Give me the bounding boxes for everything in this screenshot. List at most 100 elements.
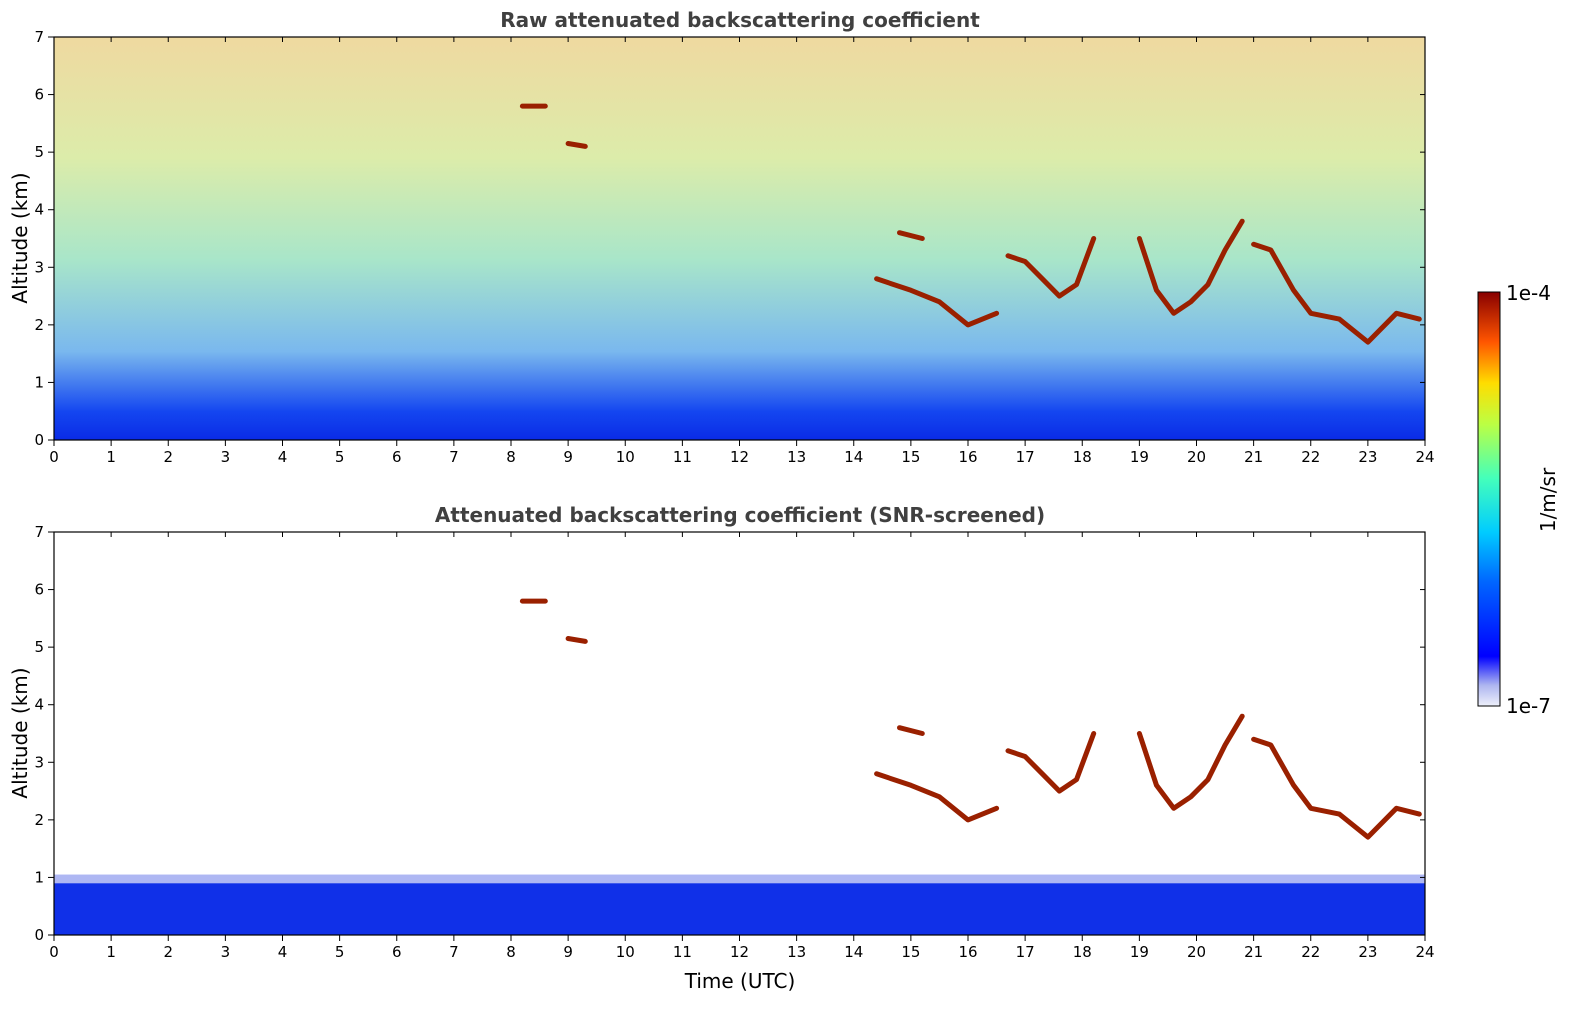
x-tick-label: 9 (563, 943, 573, 961)
x-tick-label: 22 (1301, 448, 1320, 466)
x-tick-label: 17 (1016, 943, 1035, 961)
x-tick-label: 11 (673, 943, 692, 961)
y-tick-label: 3 (34, 258, 44, 276)
x-tick-label: 23 (1358, 448, 1377, 466)
x-tick-label: 19 (1130, 943, 1149, 961)
x-tick-label: 15 (901, 943, 920, 961)
snr-screened-panel: 0 1 2 3 4 5 6 7 8 9 10 11 12 13 14 15 16 17 18 19 20 21 22 23 24… (8, 503, 1435, 993)
cloud-layer-trace (874, 771, 1000, 823)
y-axis-label: Altitude (km) (8, 667, 32, 798)
screened-background (54, 532, 1425, 935)
cloud-features (519, 103, 1422, 345)
x-tick-label: 22 (1301, 943, 1320, 961)
panel-background (54, 532, 1425, 935)
x-tick-label: 5 (335, 943, 345, 961)
x-tick-label: 20 (1187, 448, 1206, 466)
x-tick-label: 2 (163, 943, 173, 961)
x-tick-label: 1 (106, 448, 116, 466)
x-tick-label: 23 (1358, 943, 1377, 961)
x-axis-label: Time (UTC) (684, 969, 796, 993)
x-tick-label: 9 (563, 448, 573, 466)
cloud-layer-trace (1136, 713, 1245, 811)
y-tick-label: 4 (34, 201, 44, 219)
x-tick-label: 2 (163, 448, 173, 466)
x-tick-label: 11 (673, 448, 692, 466)
x-tick-label: 12 (730, 943, 749, 961)
x-tick-label: 18 (1073, 448, 1092, 466)
y-tick-label: 2 (34, 316, 44, 334)
x-tick-label: 3 (221, 448, 231, 466)
y-tick-label: 6 (34, 86, 44, 104)
boundary-layer-band (54, 883, 1425, 935)
cloud-layer-trace (1136, 218, 1245, 316)
cloud-layer-trace (1251, 736, 1422, 840)
raw-backscatter-panel: 0 1 2 3 4 5 6 7 8 9 10 11 12 13 14 15 16 17 18 19 20 21 22 23 24… (8, 8, 1435, 466)
x-tick-label: 14 (844, 448, 863, 466)
x-tick-label: 17 (1016, 448, 1035, 466)
x-tick-label: 19 (1130, 448, 1149, 466)
y-tick-label: 7 (34, 28, 44, 46)
y-tick-label: 1 (34, 868, 44, 886)
cloud-layer-trace (897, 230, 925, 241)
chart-title: Attenuated backscattering coefficient (S… (435, 503, 1045, 527)
x-tick-label: 24 (1415, 943, 1434, 961)
x-tick-label: 13 (787, 448, 806, 466)
x-tick-label: 14 (844, 943, 863, 961)
x-tick-group: 0 1 2 3 4 5 6 7 8 9 10 11 12 13 14 15 16 17 18 19 20 21 22 23 24 (49, 532, 1435, 961)
y-tick-label: 4 (34, 696, 44, 714)
x-tick-label: 6 (392, 448, 402, 466)
x-tick-label: 16 (958, 943, 977, 961)
boundary-layer-edge (54, 874, 1425, 884)
y-tick-label: 6 (34, 581, 44, 599)
x-tick-label: 20 (1187, 943, 1206, 961)
y-axis-label: Altitude (km) (8, 172, 32, 303)
y-tick-group: 0 1 2 3 4 5 6 7 (34, 28, 1425, 449)
x-tick-label: 6 (392, 943, 402, 961)
y-tick-label: 2 (34, 811, 44, 829)
cloud-layer-trace (565, 636, 588, 644)
noise-field (54, 37, 1425, 440)
x-tick-label: 0 (49, 943, 59, 961)
x-tick-label: 16 (958, 448, 977, 466)
cloud-features (519, 598, 1422, 840)
x-tick-label: 4 (278, 448, 288, 466)
x-tick-label: 24 (1415, 448, 1434, 466)
cloud-layer-trace (565, 141, 588, 149)
y-tick-label: 5 (34, 638, 44, 656)
x-tick-label: 12 (730, 448, 749, 466)
y-tick-label: 7 (34, 523, 44, 541)
x-tick-label: 21 (1244, 448, 1263, 466)
x-tick-label: 8 (506, 943, 516, 961)
x-tick-label: 7 (449, 943, 459, 961)
y-tick-label: 5 (34, 143, 44, 161)
x-tick-label: 13 (787, 943, 806, 961)
colorbar-max-label: 1e-4 (1506, 281, 1551, 305)
y-tick-label: 0 (34, 926, 44, 944)
x-tick-label: 10 (616, 943, 635, 961)
chart-title: Raw attenuated backscattering coefficien… (500, 8, 980, 32)
x-tick-label: 1 (106, 943, 116, 961)
cloud-layer-trace (897, 725, 925, 736)
y-tick-label: 1 (34, 373, 44, 391)
x-tick-label: 8 (506, 448, 516, 466)
cloud-layer-trace (1251, 241, 1422, 345)
x-tick-label: 7 (449, 448, 459, 466)
cloud-layer-trace (1005, 236, 1097, 299)
x-tick-label: 15 (901, 448, 920, 466)
x-tick-label: 5 (335, 448, 345, 466)
y-tick-group: 0 1 2 3 4 5 6 7 (34, 523, 1425, 944)
x-tick-label: 21 (1244, 943, 1263, 961)
colorbar-label: 1/m/sr (1536, 467, 1560, 532)
x-tick-group: 0 1 2 3 4 5 6 7 8 9 10 11 12 13 14 15 16 17 18 19 20 21 22 23 24 (49, 37, 1435, 466)
x-tick-label: 18 (1073, 943, 1092, 961)
x-tick-label: 0 (49, 448, 59, 466)
x-tick-label: 4 (278, 943, 288, 961)
cloud-layer-trace (1005, 731, 1097, 794)
panel-background (54, 37, 1425, 440)
colorbar: 1e-4 1e-7 1/m/sr (1477, 281, 1560, 718)
x-tick-label: 10 (616, 448, 635, 466)
cloud-layer-trace (874, 276, 1000, 328)
colorbar-gradient (1477, 291, 1501, 707)
x-tick-label: 3 (221, 943, 231, 961)
y-tick-label: 3 (34, 753, 44, 771)
